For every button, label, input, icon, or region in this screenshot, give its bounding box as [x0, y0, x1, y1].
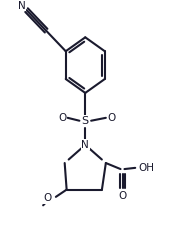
Text: N: N: [18, 1, 25, 11]
Text: OH: OH: [138, 163, 154, 173]
Text: N: N: [81, 140, 89, 150]
Text: O: O: [58, 113, 66, 123]
Text: O: O: [118, 191, 127, 201]
Text: O: O: [107, 113, 115, 123]
Text: S: S: [82, 116, 89, 126]
Text: O: O: [43, 193, 52, 203]
